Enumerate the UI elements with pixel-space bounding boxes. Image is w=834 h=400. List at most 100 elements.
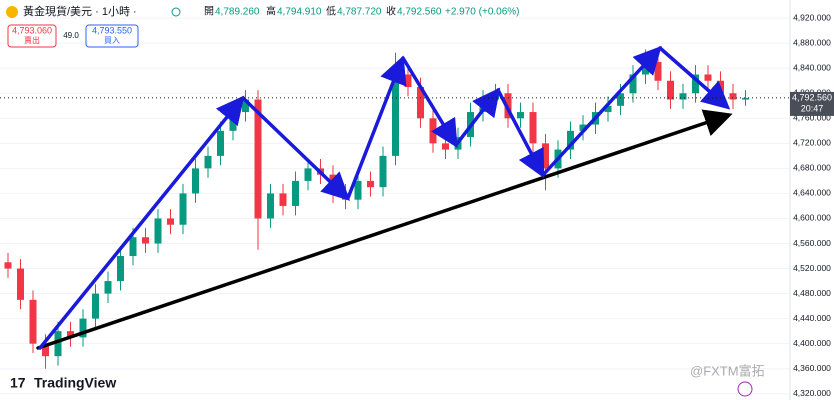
candle-body bbox=[667, 80, 674, 100]
spread: 49.0 bbox=[63, 31, 79, 40]
wave-arrow bbox=[658, 46, 731, 110]
candle-body bbox=[442, 143, 449, 150]
low-value: 4,787.720 bbox=[337, 7, 382, 18]
candle-body bbox=[29, 299, 37, 344]
y-tick-label: 4,880.000 bbox=[793, 37, 831, 47]
candle-body bbox=[192, 168, 199, 194]
candle-body bbox=[354, 180, 362, 200]
candle-body bbox=[392, 74, 399, 156]
candle-body bbox=[17, 268, 24, 300]
candle-body bbox=[604, 105, 612, 113]
candle-body bbox=[542, 143, 549, 169]
candle-body bbox=[367, 180, 374, 188]
y-tick-label: 4,600.000 bbox=[793, 213, 831, 223]
y-tick-label: 4,840.000 bbox=[793, 62, 831, 72]
y-tick-label: 4,400.000 bbox=[793, 338, 831, 348]
wave-arrow bbox=[401, 56, 458, 148]
candle-body bbox=[579, 124, 587, 131]
sell-label: 賣出 bbox=[24, 35, 40, 45]
close-value: 4,792.560 bbox=[397, 7, 442, 18]
candle-body bbox=[729, 93, 737, 100]
candle-body bbox=[629, 74, 637, 94]
wave-arrow bbox=[541, 45, 662, 177]
y-tick-label: 4,480.000 bbox=[793, 288, 831, 298]
candle-body bbox=[217, 130, 224, 156]
candle-body bbox=[567, 130, 574, 150]
candle-body bbox=[142, 237, 149, 244]
wave-arrow bbox=[346, 55, 407, 200]
price-tag bbox=[790, 91, 834, 116]
high-label: 高 bbox=[266, 5, 276, 18]
y-tick-label: 4,720.000 bbox=[793, 138, 831, 148]
watermark: @FXTM富拓 bbox=[690, 363, 765, 378]
candle-body bbox=[104, 281, 112, 294]
candle-body bbox=[254, 99, 262, 219]
candle-body bbox=[67, 331, 74, 338]
sell-button[interactable] bbox=[7, 24, 57, 48]
y-tick-label: 4,360.000 bbox=[793, 363, 831, 373]
y-tick-label: 4,520.000 bbox=[793, 263, 831, 273]
status-icon bbox=[171, 7, 181, 17]
candle-body bbox=[679, 93, 687, 100]
flash-icon[interactable] bbox=[737, 381, 753, 397]
logo: TradingView bbox=[34, 375, 116, 391]
wave-arrow bbox=[454, 87, 501, 147]
candle-body bbox=[279, 193, 287, 206]
y-tick-label: 4,760.000 bbox=[793, 113, 831, 123]
candle-body bbox=[242, 99, 249, 113]
candle-body bbox=[117, 256, 124, 282]
candle-body bbox=[417, 87, 424, 119]
candle-body bbox=[292, 180, 299, 206]
logo-mark: 17 bbox=[10, 375, 26, 391]
candle-body bbox=[204, 155, 212, 169]
open-value: 4,789.260 bbox=[215, 7, 260, 18]
candle-body bbox=[167, 218, 174, 225]
high-value: 4,794.910 bbox=[277, 7, 322, 18]
candle-body bbox=[404, 74, 412, 88]
close-label: 收 bbox=[386, 5, 396, 18]
candle-body bbox=[54, 331, 62, 357]
candle-body bbox=[42, 343, 49, 357]
trend-line bbox=[36, 109, 733, 350]
buy-price: 4,793.550 bbox=[92, 25, 132, 35]
candle-body bbox=[267, 193, 274, 219]
candle-body bbox=[379, 155, 387, 188]
candle-body bbox=[154, 218, 162, 244]
y-tick-label: 4,320.000 bbox=[793, 388, 831, 398]
y-tick-label: 4,920.000 bbox=[793, 12, 831, 22]
candle-body bbox=[692, 74, 699, 94]
y-tick-label: 4,680.000 bbox=[793, 163, 831, 173]
wave-arrow bbox=[241, 96, 351, 201]
candle-body bbox=[4, 262, 12, 269]
y-tick-label: 4,560.000 bbox=[793, 238, 831, 248]
candle-body bbox=[429, 118, 437, 144]
buy-label: 買入 bbox=[104, 36, 120, 45]
candle-body bbox=[717, 80, 724, 94]
candle-body bbox=[704, 74, 712, 81]
candle-body bbox=[617, 93, 624, 106]
symbol-icon bbox=[6, 6, 18, 18]
price-tag-value: 4,792.560 bbox=[792, 92, 832, 102]
candle-body bbox=[742, 97, 749, 100]
candle-body bbox=[92, 293, 99, 319]
open-label: 開 bbox=[204, 6, 214, 18]
candle-body bbox=[79, 318, 87, 338]
change-value: +2.970 (+0.06%) bbox=[445, 7, 520, 18]
symbol-title: 黃金現貨/美元 · 1小時 · bbox=[23, 4, 137, 18]
candle-body bbox=[654, 61, 662, 81]
candle-body bbox=[304, 168, 312, 181]
price-tag-time: 20:47 bbox=[801, 103, 824, 113]
candle-body bbox=[179, 193, 187, 225]
candle-body bbox=[529, 112, 537, 144]
low-label: 低 bbox=[326, 5, 336, 18]
candle-body bbox=[517, 112, 524, 119]
annotation-arrows bbox=[36, 45, 733, 350]
candle-body bbox=[129, 237, 137, 257]
y-tick-label: 4,440.000 bbox=[793, 313, 831, 323]
y-tick-label: 4,640.000 bbox=[793, 188, 831, 198]
sell-price: 4,793.060 bbox=[12, 25, 52, 35]
wave-arrow bbox=[38, 95, 245, 350]
buy-button[interactable] bbox=[85, 24, 139, 48]
